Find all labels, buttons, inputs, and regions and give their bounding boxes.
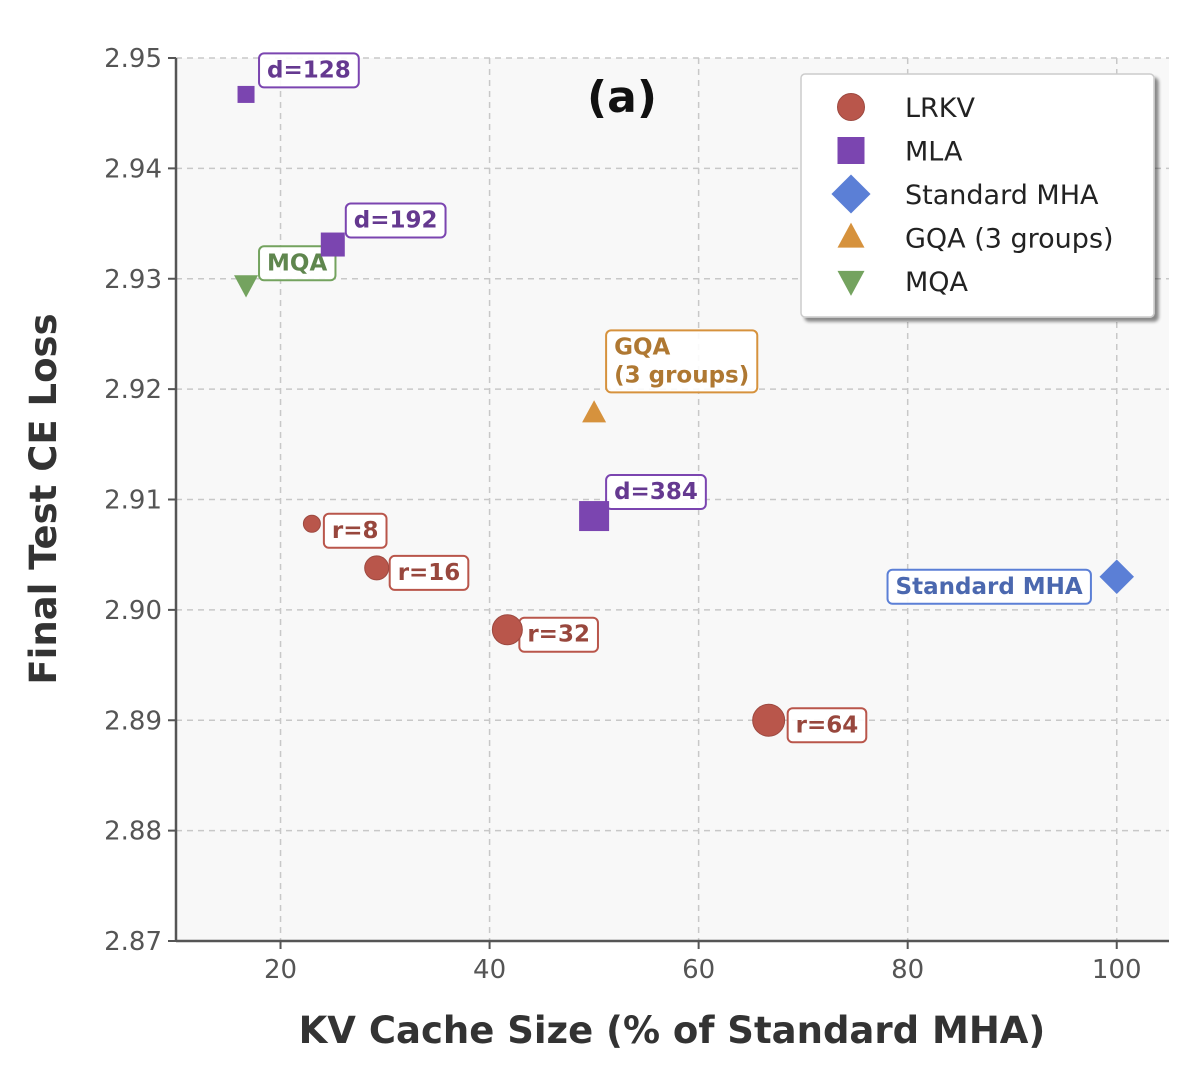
- legend-label: MQA: [905, 267, 969, 298]
- legend-item-mla: MLA: [837, 137, 963, 168]
- x-tick-label: 20: [264, 955, 297, 985]
- data-label-text: r=8: [332, 518, 379, 544]
- data-label-line: Standard MHA: [896, 574, 1083, 600]
- marker-lrkv: [302, 514, 321, 533]
- data-label-line: d=192: [354, 208, 438, 234]
- data-label-mla-d-192: d=192: [344, 202, 447, 239]
- data-label-line: r=8: [332, 518, 379, 544]
- legend-marker-mqa: [837, 270, 865, 296]
- marker-mla: [237, 85, 255, 103]
- legend-marker-gqa-3-groups: [837, 222, 865, 248]
- marker-standard-mha: [1099, 559, 1134, 595]
- data-label-box: [344, 202, 447, 239]
- marker-lrkv: [491, 614, 523, 646]
- data-label-line: d=384: [614, 479, 698, 505]
- data-label-line: GQA: [614, 334, 670, 360]
- data-label-mla-d-384: d=384: [605, 474, 707, 511]
- data-label-box: [322, 512, 388, 549]
- legend-label: Standard MHA: [905, 180, 1099, 211]
- data-label-lrkv-r-64: r=64: [786, 707, 868, 744]
- legend-marker-standard-mha: [831, 174, 871, 214]
- y-tick-label: 2.93: [104, 265, 162, 295]
- data-label-lrkv-r-16: r=16: [388, 554, 470, 591]
- data-label-text: d=192: [354, 208, 438, 234]
- data-label-box: [258, 52, 360, 89]
- annotations: r=8 r=16 r=32 r=64 d=128 d=192 d=384 Standard M…: [258, 52, 1092, 744]
- y-tick-label: 2.90: [104, 596, 162, 626]
- y-axis-title: Final Test CE Loss: [22, 313, 65, 684]
- legend-label: MLA: [905, 137, 963, 168]
- y-tick-label: 2.89: [104, 706, 162, 736]
- legend: LRKV MLA Standard MHA GQA (3 groups) MQA: [800, 73, 1155, 318]
- legend-marker-lrkv: [837, 93, 865, 121]
- data-points: [234, 85, 1134, 737]
- y-tick-label: 2.95: [104, 44, 162, 74]
- legend-item-standard-mha: Standard MHA: [831, 174, 1099, 214]
- data-label-box: [605, 474, 707, 511]
- data-label-text: d=384: [614, 479, 698, 505]
- data-label-box: [786, 707, 868, 744]
- data-label-text: GQA (3 groups): [614, 334, 749, 388]
- y-tick-label: 2.87: [104, 927, 162, 957]
- legend-box: [800, 73, 1155, 318]
- marker-lrkv: [752, 703, 786, 737]
- data-label-box: [605, 329, 759, 394]
- marker-mqa: [234, 275, 259, 298]
- data-label-line: d=128: [267, 57, 351, 83]
- data-label-standard-mha-standard-mha: Standard MHA: [886, 568, 1092, 605]
- x-tick-label: 60: [682, 955, 715, 985]
- data-label-box: [886, 568, 1092, 605]
- data-label-lrkv-r-8: r=8: [322, 512, 388, 549]
- data-label-line: MQA: [267, 250, 327, 276]
- marker-gqa-3-groups: [582, 400, 607, 423]
- data-label-box: [258, 245, 337, 282]
- legend-label: LRKV: [905, 93, 976, 124]
- data-label-text: d=128: [267, 57, 351, 83]
- legend-item-mqa: MQA: [837, 267, 969, 298]
- data-label-lrkv-r-32: r=32: [518, 616, 599, 653]
- y-ticks: 2.87 2.88 2.89 2.90 2.91 2.92 2.93 2.94 2.95: [104, 44, 176, 957]
- data-label-mla-d-128: d=128: [258, 52, 360, 89]
- x-tick-label: 100: [1092, 955, 1142, 985]
- data-label-text: MQA: [267, 250, 327, 276]
- y-tick-label: 2.92: [104, 375, 162, 405]
- y-tick-label: 2.88: [104, 817, 162, 847]
- data-label-text: r=64: [796, 712, 859, 738]
- x-ticks: 20 40 60 80 100: [264, 941, 1142, 985]
- data-label-text: r=32: [527, 622, 590, 648]
- data-label-gqa-3-groups-gqa-3-groups: GQA (3 groups): [605, 329, 759, 394]
- marker-mla: [579, 501, 610, 532]
- y-tick-label: 2.91: [104, 486, 162, 516]
- legend-item-lrkv: LRKV: [837, 93, 976, 124]
- marker-mla: [320, 232, 345, 257]
- data-label-line: (3 groups): [614, 362, 749, 388]
- panel-label: (a): [587, 72, 657, 123]
- data-label-line: r=64: [796, 712, 859, 738]
- data-label-line: r=16: [398, 560, 461, 586]
- legend-marker-mla: [837, 137, 865, 164]
- data-label-line: r=32: [527, 622, 590, 648]
- data-label-box: [388, 554, 470, 591]
- data-label-text: r=16: [398, 560, 461, 586]
- y-tick-label: 2.94: [104, 154, 162, 184]
- x-axis-title: KV Cache Size (% of Standard MHA): [299, 1009, 1046, 1052]
- legend-label: GQA (3 groups): [905, 224, 1114, 255]
- x-tick-label: 40: [473, 955, 506, 985]
- data-label-mqa-mqa: MQA: [258, 245, 337, 282]
- x-tick-label: 80: [891, 955, 924, 985]
- marker-lrkv: [364, 555, 390, 581]
- data-label-text: Standard MHA: [896, 574, 1083, 600]
- legend-item-gqa-3-groups: GQA (3 groups): [837, 222, 1114, 255]
